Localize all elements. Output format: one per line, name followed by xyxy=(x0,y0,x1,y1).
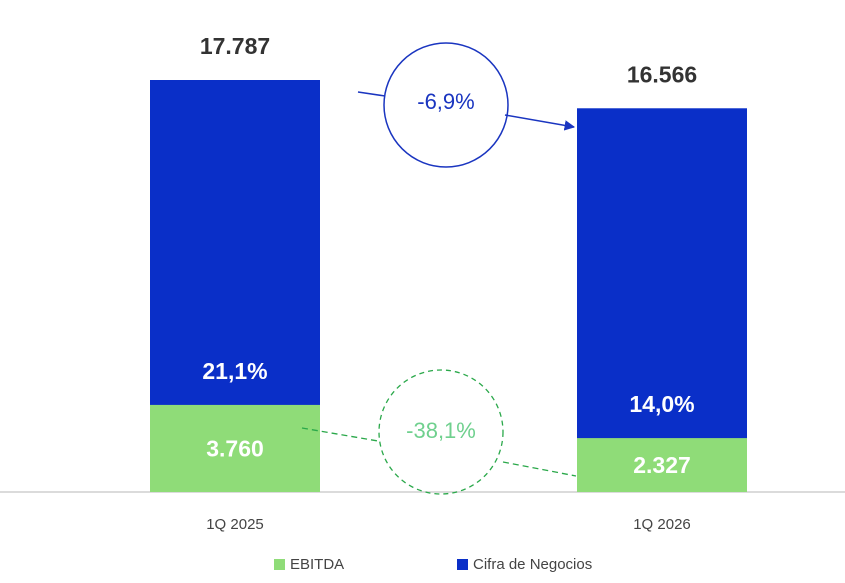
x-tick-label: 1Q 2025 xyxy=(206,516,264,533)
dash-line xyxy=(301,427,379,442)
margin-label: 21,1% xyxy=(202,358,267,384)
legend-swatch xyxy=(457,559,468,570)
legend-label: EBITDA xyxy=(290,556,344,573)
circle xyxy=(378,369,504,495)
x-tick-label: 1Q 2026 xyxy=(633,516,691,533)
annotation: -6,9% xyxy=(417,89,474,114)
value-label: 2.327 xyxy=(633,452,691,478)
legend-label: Cifra de Negocios xyxy=(473,556,592,573)
annotation: -38,1% xyxy=(406,418,476,443)
value-label: 16.566 xyxy=(627,61,697,87)
bar xyxy=(577,108,747,492)
margin-label: 14,0% xyxy=(629,391,694,417)
dash-line xyxy=(502,461,577,477)
value-label: 17.787 xyxy=(200,33,270,59)
bar xyxy=(150,404,320,492)
bar xyxy=(577,438,747,492)
arrow xyxy=(504,114,576,131)
value-label: 3.760 xyxy=(206,436,264,462)
circle xyxy=(383,42,509,168)
arrow xyxy=(357,91,386,97)
legend-swatch xyxy=(274,559,285,570)
